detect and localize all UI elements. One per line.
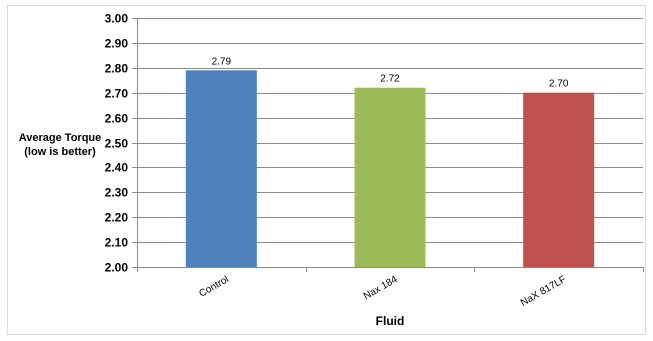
y-tick-label: 2.50: [105, 137, 129, 151]
y-tick-label: 2.00: [105, 261, 129, 275]
data-labels: 2.79 2.72 2.70: [212, 56, 569, 89]
axes: [132, 18, 644, 272]
bars: [185, 70, 595, 267]
chart-frame: [7, 5, 646, 335]
y-tick-label: 2.20: [105, 211, 129, 225]
bar-nax-817lf: [523, 92, 595, 267]
y-axis-title-line-2: (low is better): [24, 146, 96, 158]
data-label: 2.72: [380, 74, 400, 85]
y-tick-label: 2.70: [105, 87, 129, 101]
y-tick-label: 2.60: [105, 112, 129, 126]
data-label: 2.70: [549, 79, 569, 90]
y-tick-label: 2.80: [105, 62, 129, 76]
data-label: 2.79: [212, 56, 232, 67]
x-axis-title: Fluid: [376, 314, 405, 328]
y-tick-label: 3.00: [105, 12, 129, 26]
y-axis-title-line-1: Average Torque: [19, 132, 102, 144]
y-tick-label: 2.90: [105, 37, 129, 51]
x-tick-label: NaX 817LF: [519, 274, 568, 309]
bar-control: [185, 70, 257, 267]
bar-nax-184: [354, 87, 426, 267]
y-tick-label: 2.40: [105, 161, 129, 175]
y-axis-ticks: 2.00 2.10 2.20 2.30 2.40 2.50 2.60 2.70 2.80 2.90…: [105, 12, 129, 275]
y-tick-label: 2.10: [105, 236, 129, 250]
y-tick-label: 2.30: [105, 186, 129, 200]
x-tick-label: Control: [197, 274, 230, 300]
x-tick-label: Nax 184: [362, 274, 400, 302]
x-axis-ticks: Control Nax 184 NaX 817LF: [197, 274, 568, 309]
